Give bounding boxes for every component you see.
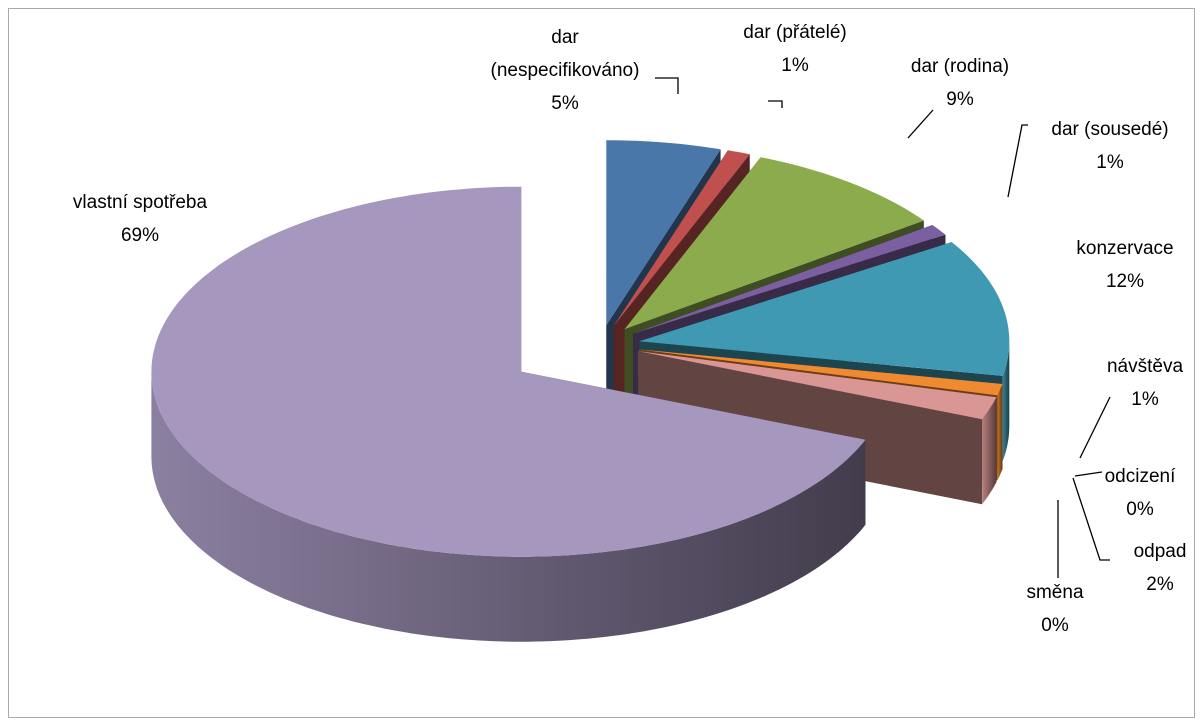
data-label: směna 0% (1026, 576, 1083, 642)
value-label: 9% (946, 89, 974, 110)
leader-line (1079, 396, 1111, 459)
category-label: směna (1026, 582, 1084, 603)
slice-side (997, 384, 1003, 481)
data-label: odpad 2% (1134, 535, 1187, 601)
slice-side (1002, 341, 1010, 461)
value-label: 69% (120, 225, 160, 246)
slice (613, 150, 750, 327)
value-label: 1% (781, 55, 809, 76)
slice (606, 140, 721, 326)
data-label: vlastní spotřeba 69% (73, 186, 207, 252)
data-label: návštěva 1% (1107, 350, 1183, 416)
slice-side (151, 371, 866, 642)
value-label: 0% (1041, 615, 1069, 636)
slice-side (982, 397, 997, 505)
data-label: dar (sousedé) 1% (1051, 113, 1168, 179)
leader-line (655, 77, 679, 94)
leader-line (1072, 477, 1110, 561)
data-label: konzervace 12% (1076, 232, 1173, 298)
slice (639, 242, 1010, 376)
slice (638, 351, 997, 420)
value-label: 5% (551, 93, 579, 114)
slice (624, 157, 924, 330)
category-label: konzervace (1076, 238, 1174, 259)
category-label: dar (sousedé) (1051, 119, 1169, 140)
value-label: 1% (1131, 389, 1159, 410)
value-label: 0% (1126, 499, 1154, 520)
value-label: 1% (1096, 152, 1124, 173)
data-label: odcizení 0% (1105, 460, 1176, 526)
data-label: dar (nespecifikováno) 5% (480, 21, 650, 120)
category-label: dar (přátelé) (743, 22, 847, 43)
category-label: vlastní spotřeba (72, 192, 208, 213)
slice-cut-face (638, 351, 983, 505)
slice (633, 225, 946, 334)
data-label: dar (rodina) 9% (911, 50, 1009, 116)
category-label: dar (nespecifikováno) (490, 27, 640, 81)
slices (151, 140, 1010, 642)
value-label: 12% (1105, 271, 1145, 292)
data-label: dar (přátelé) 1% (743, 16, 847, 82)
slice (151, 186, 866, 557)
value-label: 2% (1146, 574, 1174, 595)
category-label: odcizení (1104, 466, 1176, 487)
slice (639, 349, 1003, 396)
category-label: dar (rodina) (910, 56, 1010, 77)
leader-line (1074, 471, 1103, 477)
leader-line (768, 100, 783, 108)
category-label: odpad (1133, 541, 1187, 562)
leader-line (1007, 124, 1028, 198)
leader-line (907, 109, 934, 139)
category-label: návštěva (1106, 356, 1184, 377)
leader-lines (655, 77, 1111, 578)
